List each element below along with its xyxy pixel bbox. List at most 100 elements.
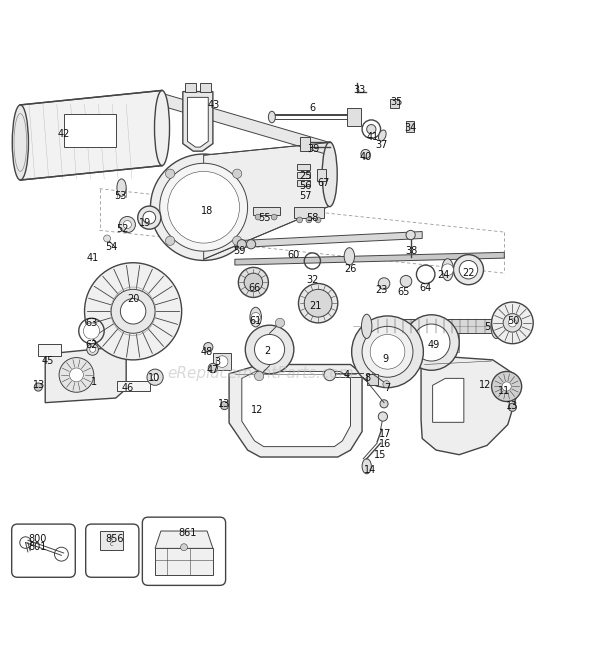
FancyBboxPatch shape <box>253 207 280 215</box>
Text: 13: 13 <box>506 401 519 411</box>
Circle shape <box>165 169 175 178</box>
Circle shape <box>352 316 424 388</box>
Ellipse shape <box>362 458 371 474</box>
Text: 8: 8 <box>365 373 371 383</box>
Circle shape <box>119 217 136 233</box>
Text: 9: 9 <box>382 354 388 364</box>
Ellipse shape <box>491 314 502 339</box>
Text: 52: 52 <box>116 224 129 234</box>
Text: 4: 4 <box>344 370 350 380</box>
Text: 22: 22 <box>462 268 475 278</box>
Text: 38: 38 <box>406 246 418 256</box>
Ellipse shape <box>379 130 386 141</box>
Ellipse shape <box>117 179 126 196</box>
Text: 65: 65 <box>398 287 410 297</box>
Text: 67: 67 <box>318 178 330 188</box>
Polygon shape <box>300 137 310 151</box>
Text: 58: 58 <box>306 213 319 223</box>
Circle shape <box>459 261 478 279</box>
Circle shape <box>204 343 213 352</box>
Text: 37: 37 <box>376 140 388 151</box>
Text: 800: 800 <box>28 534 47 544</box>
Text: 50: 50 <box>507 316 520 326</box>
FancyBboxPatch shape <box>117 381 150 391</box>
FancyBboxPatch shape <box>297 172 310 178</box>
Circle shape <box>509 403 516 411</box>
Circle shape <box>247 240 255 249</box>
Text: 6: 6 <box>309 103 316 113</box>
Text: 66: 66 <box>248 283 261 293</box>
Polygon shape <box>162 93 330 155</box>
Text: 17: 17 <box>379 429 391 439</box>
FancyBboxPatch shape <box>12 524 76 577</box>
Circle shape <box>271 214 277 220</box>
Circle shape <box>208 364 218 373</box>
FancyBboxPatch shape <box>297 164 310 170</box>
Text: 59: 59 <box>233 246 245 256</box>
Text: 1: 1 <box>91 377 97 387</box>
Polygon shape <box>235 252 504 265</box>
Circle shape <box>380 400 388 408</box>
Circle shape <box>362 326 413 377</box>
Circle shape <box>90 346 96 352</box>
Circle shape <box>111 290 155 333</box>
Text: 16: 16 <box>379 440 391 449</box>
Text: 10: 10 <box>148 373 160 383</box>
Circle shape <box>378 278 390 290</box>
Polygon shape <box>155 531 213 548</box>
Circle shape <box>454 255 483 285</box>
Text: 46: 46 <box>121 383 133 392</box>
Text: 20: 20 <box>127 293 139 303</box>
Circle shape <box>217 356 228 367</box>
Circle shape <box>181 544 188 551</box>
Circle shape <box>84 263 182 360</box>
Polygon shape <box>367 320 496 333</box>
Polygon shape <box>242 371 350 447</box>
Circle shape <box>502 382 512 391</box>
Circle shape <box>370 335 405 369</box>
Text: 856: 856 <box>106 534 124 544</box>
Text: 24: 24 <box>437 271 449 280</box>
Circle shape <box>238 267 268 297</box>
Polygon shape <box>188 98 208 147</box>
Circle shape <box>221 402 228 409</box>
Text: 21: 21 <box>310 301 322 310</box>
Polygon shape <box>367 374 378 385</box>
Circle shape <box>404 315 459 370</box>
Text: 15: 15 <box>375 450 387 460</box>
Text: 25: 25 <box>299 171 312 181</box>
Circle shape <box>34 383 42 391</box>
Text: 62: 62 <box>86 340 98 350</box>
Circle shape <box>104 235 110 242</box>
Ellipse shape <box>362 314 372 339</box>
Text: 41: 41 <box>367 132 379 141</box>
Ellipse shape <box>155 90 169 166</box>
Ellipse shape <box>12 105 28 180</box>
Text: 26: 26 <box>345 263 357 274</box>
Text: 42: 42 <box>58 129 70 139</box>
Circle shape <box>244 273 263 291</box>
Ellipse shape <box>268 111 276 123</box>
Text: 48: 48 <box>201 346 213 357</box>
Circle shape <box>87 344 99 355</box>
FancyBboxPatch shape <box>38 344 61 356</box>
Text: 32: 32 <box>306 275 319 285</box>
Text: 14: 14 <box>364 465 376 475</box>
Circle shape <box>152 374 159 381</box>
Text: 47: 47 <box>206 365 219 375</box>
Circle shape <box>232 236 242 246</box>
Circle shape <box>123 221 132 229</box>
Circle shape <box>491 302 533 344</box>
Text: 33: 33 <box>353 85 366 96</box>
Polygon shape <box>213 353 231 370</box>
Text: 39: 39 <box>307 144 320 155</box>
Text: 54: 54 <box>105 242 117 252</box>
Text: 40: 40 <box>359 152 372 162</box>
Circle shape <box>299 284 338 323</box>
Text: 5: 5 <box>484 322 490 333</box>
Circle shape <box>503 314 522 332</box>
Circle shape <box>137 206 161 229</box>
Circle shape <box>245 325 294 374</box>
Text: 43: 43 <box>208 100 220 110</box>
Text: 13: 13 <box>218 399 231 409</box>
